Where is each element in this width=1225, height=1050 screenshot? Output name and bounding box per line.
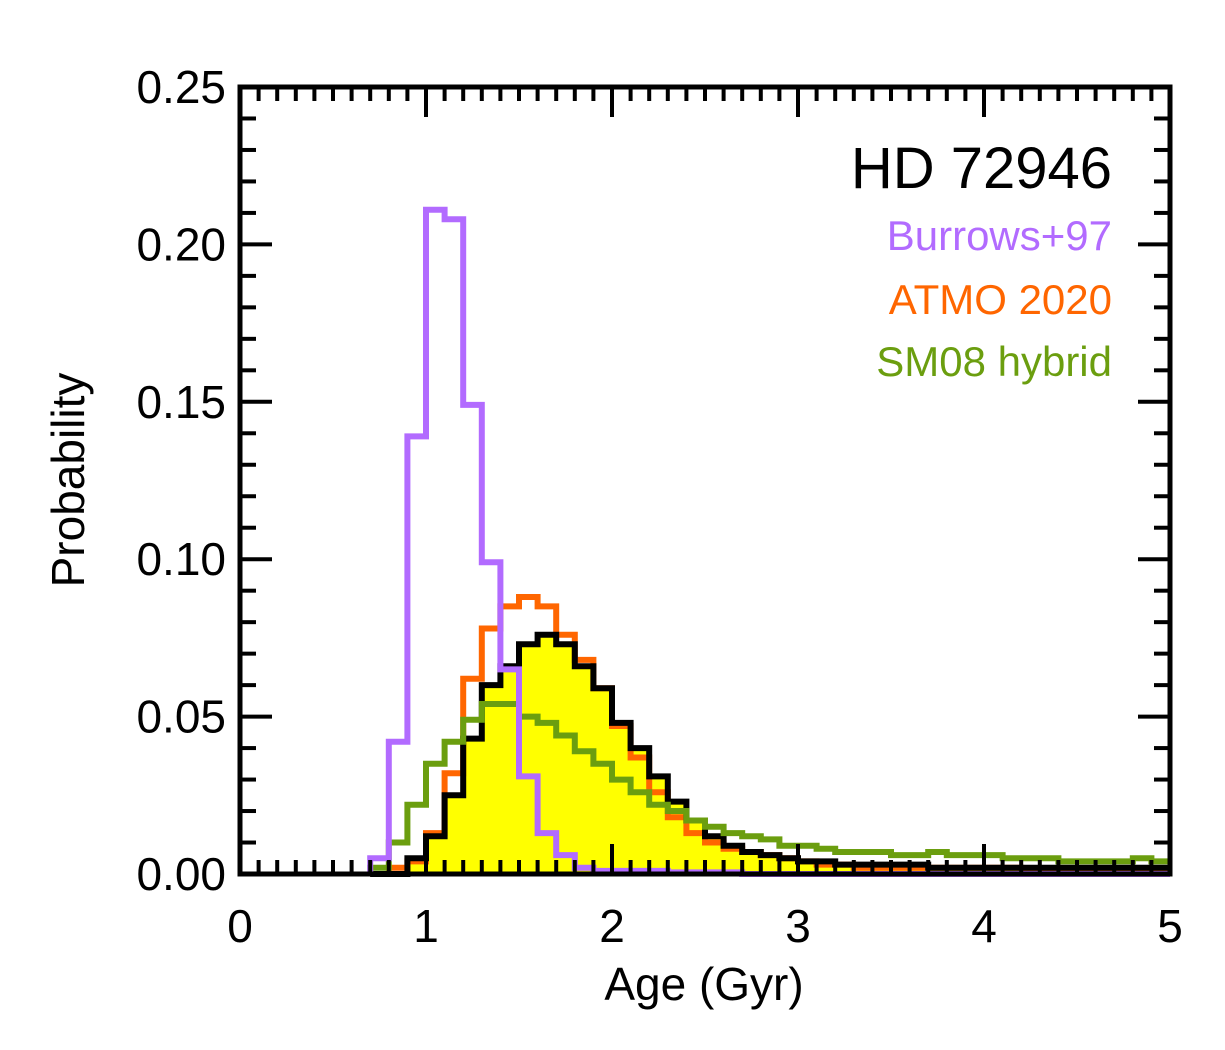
legend-entry-atmo: ATMO 2020 — [889, 276, 1112, 323]
y-tick-label: 0.15 — [136, 376, 226, 428]
y-tick-label: 0.10 — [136, 533, 226, 585]
x-axis-label: Age (Gyr) — [604, 958, 803, 1010]
x-tick-label: 1 — [413, 900, 439, 952]
x-tick-label: 0 — [227, 900, 253, 952]
plot-frame — [237, 84, 1173, 877]
series-layer — [367, 206, 1170, 877]
legend-entry-sm08: SM08 hybrid — [876, 338, 1112, 385]
series-combined-fill — [370, 634, 1170, 874]
x-tick-label: 4 — [971, 900, 997, 952]
y-tick-label: 0.00 — [136, 848, 226, 900]
x-tick-labels: 0 1 2 3 4 5 — [227, 900, 1183, 952]
y-axis-label: Probability — [42, 373, 94, 588]
x-tick-label: 3 — [785, 900, 811, 952]
y-tick-label: 0.05 — [136, 691, 226, 743]
y-tick-label: 0.25 — [136, 61, 226, 113]
x-tick-label: 2 — [599, 900, 625, 952]
legend-entry-burrows: Burrows+97 — [887, 212, 1112, 259]
y-tick-labels: 0.00 0.05 0.10 0.15 0.20 0.25 — [136, 61, 226, 900]
y-tick-label: 0.20 — [136, 218, 226, 270]
x-tick-label: 5 — [1157, 900, 1183, 952]
series-sm08-line — [367, 701, 1170, 874]
chart-title: HD 72946 — [851, 136, 1112, 201]
